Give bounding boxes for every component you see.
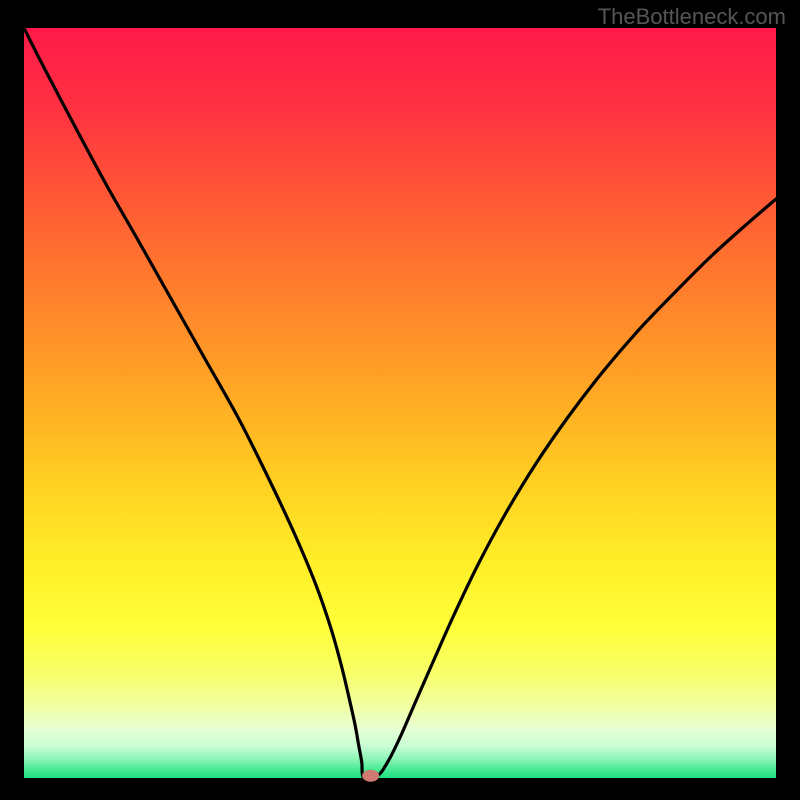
chart-frame: { "watermark": "TheBottleneck.com", "cha… (0, 0, 800, 800)
plot-background (24, 28, 776, 778)
minimum-marker (362, 770, 379, 782)
bottleneck-chart (0, 0, 800, 800)
watermark-text: TheBottleneck.com (598, 4, 786, 30)
